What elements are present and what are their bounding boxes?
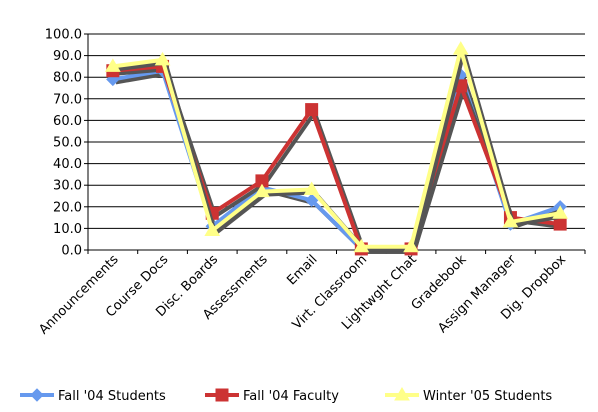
data-point: [353, 238, 370, 253]
legend-item: Winter '05 Students: [385, 387, 552, 404]
y-tick-label: 10.0: [53, 222, 82, 237]
y-tick-label: 60.0: [53, 114, 82, 129]
y-tick-label: 20.0: [53, 200, 82, 215]
data-point: [104, 58, 121, 72]
data-point: [254, 183, 270, 198]
data-point: [204, 222, 221, 237]
x-category-label: Announcements: [36, 252, 122, 338]
legend-label: Winter '05 Students: [423, 389, 552, 404]
legend-marker: [394, 387, 410, 401]
axes: [84, 33, 586, 254]
y-tick-label: 90.0: [53, 49, 82, 64]
x-category-label: Email: [284, 252, 320, 288]
data-point: [154, 51, 171, 66]
data-point: [452, 41, 469, 55]
data-point: [403, 238, 419, 253]
data-point: [305, 103, 319, 117]
y-tick-label: 40.0: [53, 157, 82, 172]
y-tick-label: 80.0: [53, 71, 82, 86]
series-line: [112, 47, 561, 249]
legend: Fall '04 Students Fall '04 Faculty Winter …: [20, 387, 552, 404]
y-tick-label: 70.0: [53, 92, 82, 107]
y-tick-label: 50.0: [53, 136, 82, 151]
series-lines: [104, 41, 569, 256]
data-point: [304, 193, 319, 208]
legend-label: Fall '04 Faculty: [243, 389, 339, 404]
y-tick-label: 0.0: [61, 244, 82, 259]
legend-marker: [215, 388, 229, 402]
data-point: [502, 213, 519, 228]
y-axis-tick-labels: 0.0 10.0 20.0 30.0 40.0 50.0 60.0 70.0 80.0 90.0 1…: [45, 28, 82, 259]
legend-label: Fall '04 Students: [58, 389, 166, 404]
data-point: [303, 181, 320, 196]
y-tick-label: 100.0: [45, 28, 82, 43]
legend-item: Fall '04 Faculty: [205, 388, 339, 404]
legend-item: Fall '04 Students: [20, 388, 166, 404]
data-point: [552, 205, 569, 219]
legend-marker: [30, 388, 44, 402]
series-3: [104, 41, 569, 253]
y-tick-label: 30.0: [53, 179, 82, 194]
data-point: [553, 217, 567, 231]
